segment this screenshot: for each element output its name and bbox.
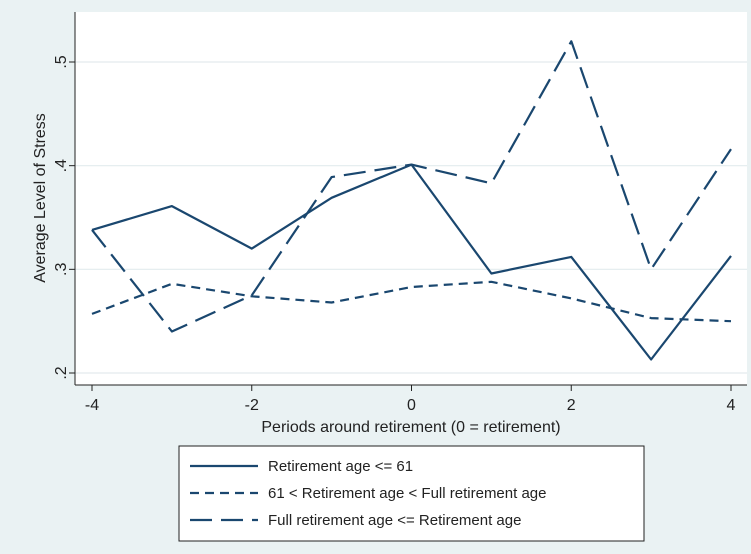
x-tick-label: 4 — [727, 397, 736, 414]
x-axis-title: Periods around retirement (0 = retiremen… — [261, 419, 560, 436]
x-tick-label: 0 — [407, 397, 416, 414]
plot-area — [75, 12, 747, 385]
legend-label-2: 61 < Retirement age < Full retirement ag… — [268, 485, 546, 502]
y-tick-label: .4 — [53, 159, 70, 172]
x-tick-label: -4 — [85, 397, 99, 414]
x-tick-label: -2 — [245, 397, 259, 414]
series-line-2 — [91, 280, 732, 323]
y-axis-title: Average Level of Stress — [32, 113, 49, 283]
legend-label-1: Retirement age <= 61 — [268, 458, 413, 475]
y-tick-label: .3 — [53, 263, 70, 276]
y-tick-label: .5 — [53, 55, 70, 68]
series-line-3 — [91, 40, 732, 333]
x-tick-label: 2 — [567, 397, 576, 414]
legend-label-3: Full retirement age <= Retirement age — [268, 512, 521, 529]
y-tick-label: .2 — [53, 366, 70, 379]
